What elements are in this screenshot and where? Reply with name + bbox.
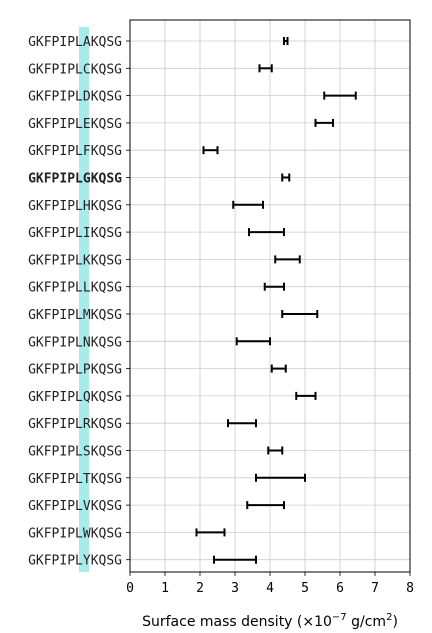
x-tick-label: 2 xyxy=(196,581,204,596)
error-bar xyxy=(283,37,289,45)
y-tick-label: GKFPIPLSKQSG xyxy=(28,445,122,460)
y-tick-label: GKFPIPLAKQSG xyxy=(28,35,122,50)
y-tick-labels: GKFPIPLAKQSG GKFPIPLCKQSG GKFPIPLDKQSG GKFP… xyxy=(28,35,130,569)
error-bar xyxy=(258,64,273,73)
error-bar xyxy=(255,473,306,482)
y-tick-label: GKFPIPLMKQSG xyxy=(28,308,122,323)
y-tick-label: GKFPIPLHKQSG xyxy=(28,199,122,214)
x-axis-label: Surface mass density (×10−7 g/cm2) xyxy=(142,612,398,630)
error-bar xyxy=(263,282,285,291)
y-tick-label: GKFPIPLQKQSG xyxy=(28,390,122,405)
y-tick-label: GKFPIPLLKQSG xyxy=(28,281,122,296)
highlight-band xyxy=(79,27,89,572)
y-tick-label: GKFPIPLKKQSG xyxy=(28,253,122,268)
error-bar xyxy=(227,419,257,428)
y-tick-label: GKFPIPLIKQSG xyxy=(28,226,122,241)
y-tick-label: GKFPIPLDKQSG xyxy=(28,90,122,105)
error-bar xyxy=(246,501,285,510)
error-bars xyxy=(195,37,357,564)
y-tick-label: GKFPIPLEKQSG xyxy=(28,117,122,132)
grid-lines xyxy=(129,20,411,572)
y-tick-label: GKFPIPLVKQSG xyxy=(28,499,122,514)
x-tick-label: 7 xyxy=(371,581,379,596)
error-bar xyxy=(267,446,284,455)
y-tick-label: GKFPIPLGKQSG xyxy=(28,172,122,187)
x-tick-label: 1 xyxy=(161,581,169,596)
y-tick-label: GKFPIPLYKQSG xyxy=(28,554,122,569)
error-bar xyxy=(232,200,264,209)
y-tick-label: GKFPIPLRKQSG xyxy=(28,417,122,432)
y-tick-label: GKFPIPLTKQSG xyxy=(28,472,122,487)
y-tick-label: GKFPIPLFKQSG xyxy=(28,144,122,159)
error-bar xyxy=(281,310,319,318)
error-bar xyxy=(274,255,301,264)
error-bar xyxy=(295,391,317,400)
y-tick-label: GKFPIPLPKQSG xyxy=(28,363,122,378)
x-tick-label: 3 xyxy=(231,581,239,596)
error-bar xyxy=(235,337,271,346)
x-tick-label: 4 xyxy=(266,581,274,596)
error-bar xyxy=(195,528,226,537)
x-tick-label: 6 xyxy=(336,581,344,596)
x-tick-label: 0 xyxy=(126,581,134,596)
y-tick-label: GKFPIPLCKQSG xyxy=(28,62,122,77)
y-tick-label: GKFPIPLNKQSG xyxy=(28,335,122,350)
x-tick-label: 5 xyxy=(301,581,309,596)
error-bar xyxy=(281,173,291,182)
error-bar xyxy=(202,146,219,155)
error-bar xyxy=(270,364,287,373)
error-bar xyxy=(314,118,334,127)
error-bar xyxy=(323,91,357,100)
error-bar xyxy=(213,555,257,564)
error-bar xyxy=(248,228,285,237)
y-tick-label: GKFPIPLWKQSG xyxy=(28,526,122,541)
x-ticks: 0 1 2 3 4 5 6 7 8 xyxy=(126,572,414,596)
x-tick-label: 8 xyxy=(406,581,414,596)
